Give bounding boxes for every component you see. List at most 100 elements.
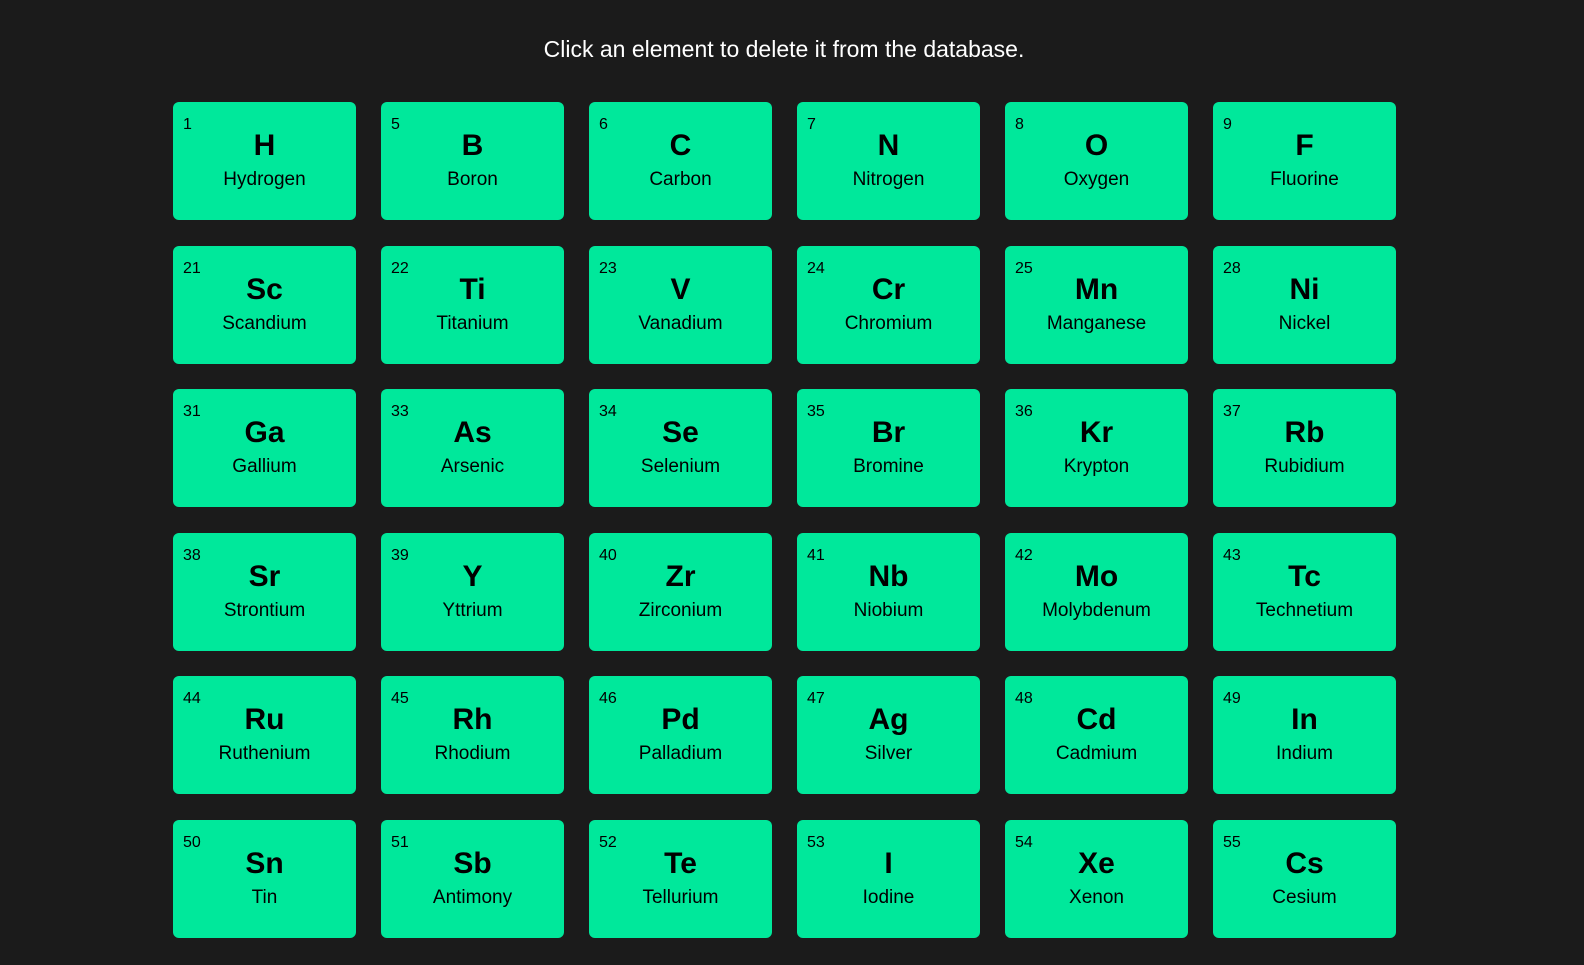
- element-symbol: Tc: [1288, 559, 1321, 593]
- element-name: Gallium: [232, 456, 297, 477]
- atomic-number: 41: [807, 546, 825, 564]
- atomic-number: 39: [391, 546, 409, 564]
- element-name: Cadmium: [1055, 743, 1138, 764]
- element-card-yttrium[interactable]: 39 Y Yttrium: [381, 532, 564, 651]
- element-symbol: I: [884, 846, 893, 880]
- atomic-number: 37: [1223, 403, 1241, 420]
- element-card-niobium[interactable]: 41 Nb Niobium: [797, 532, 980, 651]
- element-symbol: O: [1084, 129, 1109, 162]
- element-grid: 1 H Hydrogen 5 B Boron 6 C Carbon 7 N Nitrogen 8 O Oxy…: [173, 102, 1396, 938]
- element-card-palladium[interactable]: 46 Pd Palladium: [589, 676, 772, 794]
- element-card-hydrogen[interactable]: 1 H Hydrogen: [173, 102, 356, 220]
- element-card-indium[interactable]: 49 In Indium: [1213, 676, 1396, 794]
- atomic-number: 22: [391, 259, 409, 277]
- element-card-gallium[interactable]: 31 Ga Gallium: [173, 389, 356, 507]
- element-card-ruthenium[interactable]: 44 Ru Ruthenium: [173, 676, 356, 794]
- element-card-cadmium[interactable]: 48 Cd Cadmium: [1005, 676, 1188, 794]
- element-card-technetium[interactable]: 43 Tc Technetium: [1213, 532, 1396, 651]
- element-symbol: Ti: [459, 272, 486, 306]
- element-symbol: Ru: [244, 703, 285, 736]
- element-symbol: Mn: [1074, 272, 1119, 306]
- element-symbol: Ga: [244, 416, 285, 449]
- element-symbol: Xe: [1078, 846, 1115, 880]
- element-symbol: C: [669, 129, 692, 162]
- element-symbol: Te: [664, 846, 697, 880]
- element-name: Titanium: [436, 312, 509, 334]
- element-symbol: F: [1295, 129, 1314, 162]
- atomic-number: 44: [183, 690, 201, 707]
- element-card-selenium[interactable]: 34 Se Selenium: [589, 389, 772, 507]
- element-name: Ruthenium: [218, 743, 311, 764]
- element-name: Cesium: [1272, 886, 1337, 908]
- element-card-cesium[interactable]: 55 Cs Cesium: [1213, 819, 1396, 938]
- element-name: Palladium: [638, 743, 723, 764]
- element-card-bromine[interactable]: 35 Br Bromine: [797, 389, 980, 507]
- element-card-antimony[interactable]: 51 Sb Antimony: [381, 819, 564, 938]
- element-card-molybdenum[interactable]: 42 Mo Molybdenum: [1005, 532, 1188, 651]
- element-card-krypton[interactable]: 36 Kr Krypton: [1005, 389, 1188, 507]
- atomic-number: 8: [1015, 116, 1024, 133]
- element-name: Bromine: [853, 456, 924, 477]
- element-symbol: Rh: [452, 703, 493, 736]
- element-symbol: Y: [462, 559, 483, 593]
- element-name: Xenon: [1069, 886, 1124, 908]
- element-card-manganese[interactable]: 25 Mn Manganese: [1005, 245, 1188, 364]
- element-name: Hydrogen: [223, 169, 306, 190]
- element-name: Tellurium: [642, 886, 719, 908]
- atomic-number: 21: [183, 259, 201, 277]
- element-symbol: Cs: [1285, 846, 1324, 880]
- atomic-number: 9: [1223, 116, 1232, 133]
- atomic-number: 38: [183, 546, 201, 564]
- element-card-chromium[interactable]: 24 Cr Chromium: [797, 245, 980, 364]
- element-card-titanium[interactable]: 22 Ti Titanium: [381, 245, 564, 364]
- element-card-oxygen[interactable]: 8 O Oxygen: [1005, 102, 1188, 220]
- element-card-rhodium[interactable]: 45 Rh Rhodium: [381, 676, 564, 794]
- element-card-vanadium[interactable]: 23 V Vanadium: [589, 245, 772, 364]
- atomic-number: 51: [391, 833, 409, 851]
- atomic-number: 33: [391, 403, 409, 420]
- element-symbol: Nb: [868, 559, 909, 593]
- element-card-boron[interactable]: 5 B Boron: [381, 102, 564, 220]
- element-name: Carbon: [649, 169, 712, 190]
- element-card-scandium[interactable]: 21 Sc Scandium: [173, 245, 356, 364]
- atomic-number: 6: [599, 116, 608, 133]
- element-name: Fluorine: [1270, 169, 1339, 190]
- atomic-number: 45: [391, 690, 409, 707]
- element-card-iodine[interactable]: 53 I Iodine: [797, 819, 980, 938]
- element-name: Antimony: [432, 886, 513, 908]
- element-symbol: Sb: [453, 846, 492, 880]
- element-symbol: Sn: [245, 846, 284, 880]
- element-card-rubidium[interactable]: 37 Rb Rubidium: [1213, 389, 1396, 507]
- element-card-nickel[interactable]: 28 Ni Nickel: [1213, 245, 1396, 364]
- element-name: Zirconium: [638, 599, 723, 621]
- element-name: Arsenic: [440, 456, 505, 477]
- atomic-number: 34: [599, 403, 617, 420]
- element-name: Oxygen: [1063, 169, 1130, 190]
- element-card-arsenic[interactable]: 33 As Arsenic: [381, 389, 564, 507]
- element-symbol: Ag: [868, 703, 909, 736]
- atomic-number: 7: [807, 116, 816, 133]
- element-name: Niobium: [853, 599, 924, 621]
- element-name: Boron: [447, 169, 498, 190]
- element-card-carbon[interactable]: 6 C Carbon: [589, 102, 772, 220]
- atomic-number: 42: [1015, 546, 1033, 564]
- element-card-xenon[interactable]: 54 Xe Xenon: [1005, 819, 1188, 938]
- element-card-silver[interactable]: 47 Ag Silver: [797, 676, 980, 794]
- element-name: Iodine: [862, 886, 915, 908]
- element-name: Nickel: [1278, 312, 1331, 334]
- element-name: Yttrium: [442, 599, 503, 621]
- element-symbol: Ni: [1289, 272, 1320, 306]
- element-card-strontium[interactable]: 38 Sr Strontium: [173, 532, 356, 651]
- atomic-number: 40: [599, 546, 617, 564]
- element-symbol: V: [670, 272, 691, 306]
- instruction-text: Click an element to delete it from the d…: [543, 36, 1025, 62]
- atomic-number: 36: [1015, 403, 1033, 420]
- element-card-tellurium[interactable]: 52 Te Tellurium: [589, 819, 772, 938]
- element-symbol: Pd: [661, 703, 700, 736]
- atomic-number: 24: [807, 259, 825, 277]
- element-card-tin[interactable]: 50 Sn Tin: [173, 819, 356, 938]
- element-card-fluorine[interactable]: 9 F Fluorine: [1213, 102, 1396, 220]
- element-card-nitrogen[interactable]: 7 N Nitrogen: [797, 102, 980, 220]
- element-card-zirconium[interactable]: 40 Zr Zirconium: [589, 532, 772, 651]
- element-symbol: Kr: [1079, 416, 1114, 449]
